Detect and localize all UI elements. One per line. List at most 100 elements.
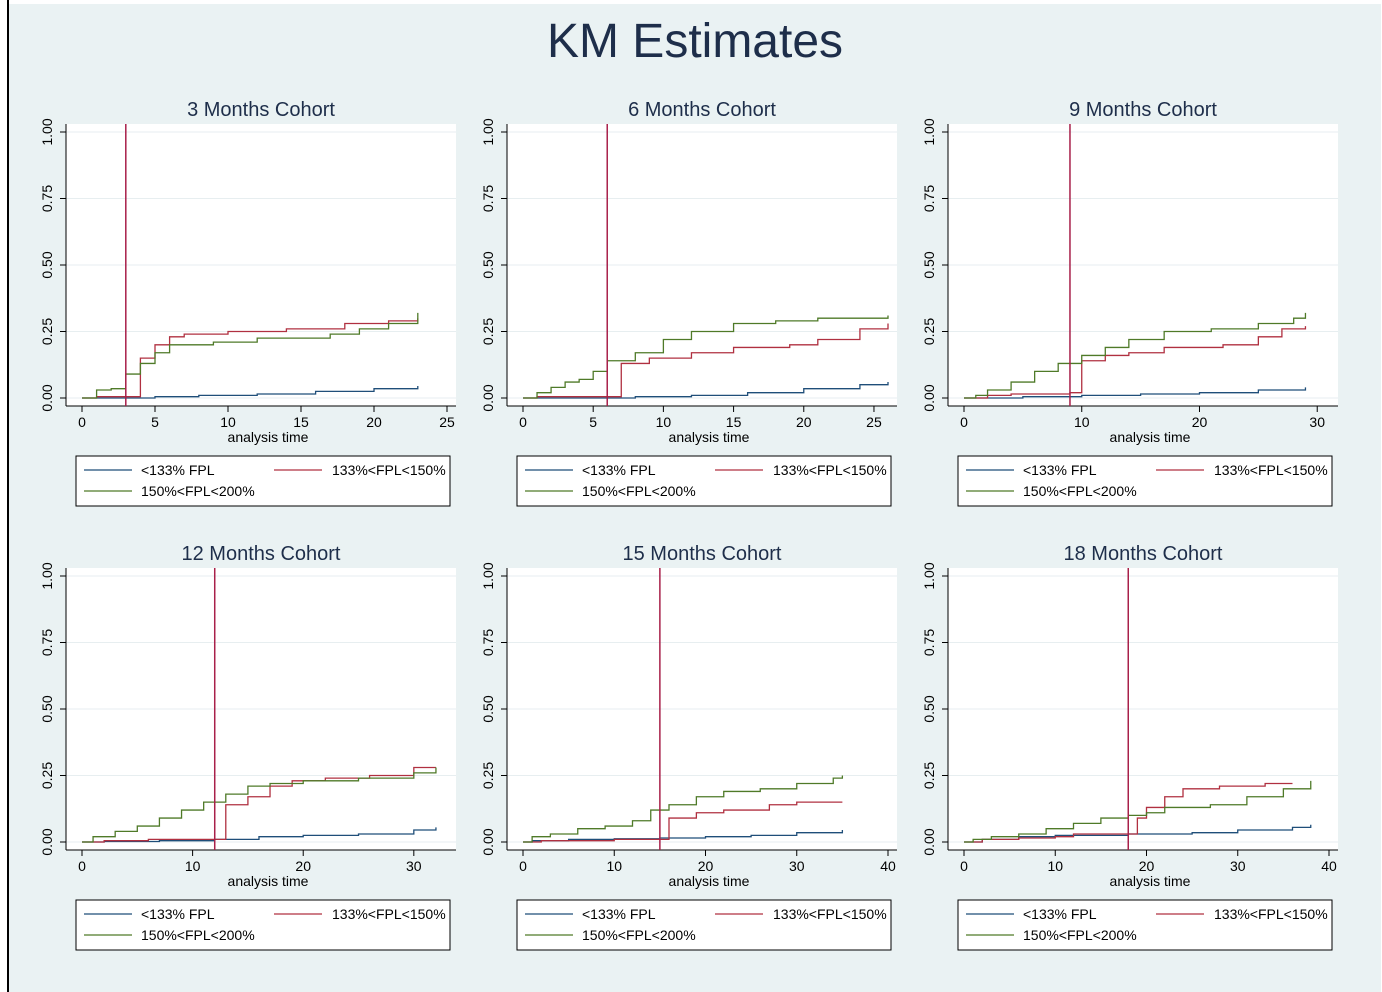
x-axis-label: analysis time [669,429,750,445]
y-tick-label: 0.25 [480,318,496,345]
panel-title: 9 Months Cohort [1069,99,1217,121]
y-tick-label: 1.00 [39,118,55,145]
panel-2: 6 Months Cohort 0.00 0.25 0.50 0.75 1.00 0 5 10 1… [480,99,897,507]
y-tick-label: 0.25 [480,762,496,789]
panel-6: 18 Months Cohort 0.00 0.25 0.50 0.75 1.00 0 10 2… [921,543,1338,951]
y-tick-label: 0.50 [921,251,937,278]
panel-3: 9 Months Cohort 0.00 0.25 0.50 0.75 1.00 0 10 20… [921,99,1338,507]
km-curve-series-2 [82,318,419,399]
y-tick-label: 0.00 [39,384,55,411]
x-tick-label: 20 [1139,858,1155,874]
km-curve-series-1 [82,386,419,399]
x-tick-label: 20 [366,414,382,430]
y-tick-label: 0.00 [921,384,937,411]
legend-label: <133% FPL [582,906,656,922]
y-tick-label: 0.00 [921,828,937,855]
x-axis-label: analysis time [1110,429,1191,445]
x-tick-label: 0 [78,414,86,430]
km-curve-series-2 [82,766,436,843]
x-axis-label: analysis time [669,873,750,889]
x-axis-label: analysis time [228,429,309,445]
x-tick-label: 20 [796,414,812,430]
legend-box [516,455,892,507]
km-curve-series-3 [523,315,889,399]
y-tick-label: 0.00 [480,384,496,411]
legend-label: 133%<FPL<150% [773,906,887,922]
y-tick-label: 0.25 [921,762,937,789]
x-tick-label: 30 [1309,414,1325,430]
x-tick-label: 0 [960,858,968,874]
x-tick-label: 40 [880,858,896,874]
y-tick-label: 0.25 [39,318,55,345]
figure-title: KM Estimates [546,15,844,68]
legend-box [516,899,892,951]
legend-box [75,455,451,507]
km-curve-series-1 [964,387,1307,399]
x-tick-label: 30 [789,858,805,874]
panel-title: 6 Months Cohort [628,99,776,121]
legend-label: 133%<FPL<150% [1214,906,1328,922]
panel-title: 12 Months Cohort [182,543,341,565]
legend-label: 150%<FPL<200% [141,483,255,499]
y-tick-label: 0.50 [480,695,496,722]
x-tick-label: 10 [1047,858,1063,874]
x-tick-label: 20 [1192,414,1208,430]
panel-4: 12 Months Cohort 0.00 0.25 0.50 0.75 1.00 0 10 2… [39,543,456,951]
y-tick-label: 1.00 [921,562,937,589]
panel-1: 3 Months Cohort 0.00 0.25 0.50 0.75 1.00 0 5 10 1… [39,99,456,507]
x-tick-label: 15 [293,414,309,430]
y-tick-label: 0.50 [39,251,55,278]
y-tick-label: 0.75 [921,629,937,656]
legend-label: 133%<FPL<150% [773,462,887,478]
km-curve-series-2 [964,326,1307,399]
x-axis-label: analysis time [228,873,309,889]
x-tick-label: 10 [656,414,672,430]
x-tick-label: 5 [589,414,597,430]
legend-label: <133% FPL [1023,462,1097,478]
legend-label: <133% FPL [582,462,656,478]
y-tick-label: 0.50 [39,695,55,722]
legend-label: 133%<FPL<150% [332,906,446,922]
y-tick-label: 0.00 [480,828,496,855]
x-tick-label: 40 [1321,858,1337,874]
x-tick-label: 10 [220,414,236,430]
legend-label: 150%<FPL<200% [1023,483,1137,499]
y-tick-label: 0.00 [39,828,55,855]
x-tick-label: 25 [866,414,882,430]
x-tick-label: 0 [519,414,527,430]
x-axis-label: analysis time [1110,873,1191,889]
km-curve-series-2 [964,782,1293,843]
y-tick-label: 0.75 [480,629,496,656]
y-tick-label: 0.75 [480,185,496,212]
legend-label: 150%<FPL<200% [1023,927,1137,943]
x-tick-label: 10 [1074,414,1090,430]
x-tick-label: 30 [406,858,422,874]
y-tick-label: 1.00 [480,118,496,145]
legend-label: 150%<FPL<200% [141,927,255,943]
x-tick-label: 0 [78,858,86,874]
x-tick-label: 10 [606,858,622,874]
x-tick-label: 10 [185,858,201,874]
legend-label: <133% FPL [141,462,215,478]
x-tick-label: 25 [439,414,455,430]
km-curve-series-3 [82,312,419,399]
y-tick-label: 1.00 [480,562,496,589]
km-curve-series-3 [964,312,1307,399]
x-tick-label: 30 [1230,858,1246,874]
legend-label: 133%<FPL<150% [1214,462,1328,478]
y-tick-label: 0.50 [480,251,496,278]
y-tick-label: 1.00 [921,118,937,145]
km-curve-series-2 [523,323,889,399]
x-tick-label: 5 [151,414,159,430]
km-curve-series-1 [82,827,437,843]
legend-label: <133% FPL [1023,906,1097,922]
left-border-line [7,0,9,992]
y-tick-label: 0.25 [921,318,937,345]
legend-label: 150%<FPL<200% [582,483,696,499]
y-tick-label: 0.75 [921,185,937,212]
x-tick-label: 0 [960,414,968,430]
km-curve-series-1 [523,382,889,399]
y-tick-label: 0.25 [39,762,55,789]
